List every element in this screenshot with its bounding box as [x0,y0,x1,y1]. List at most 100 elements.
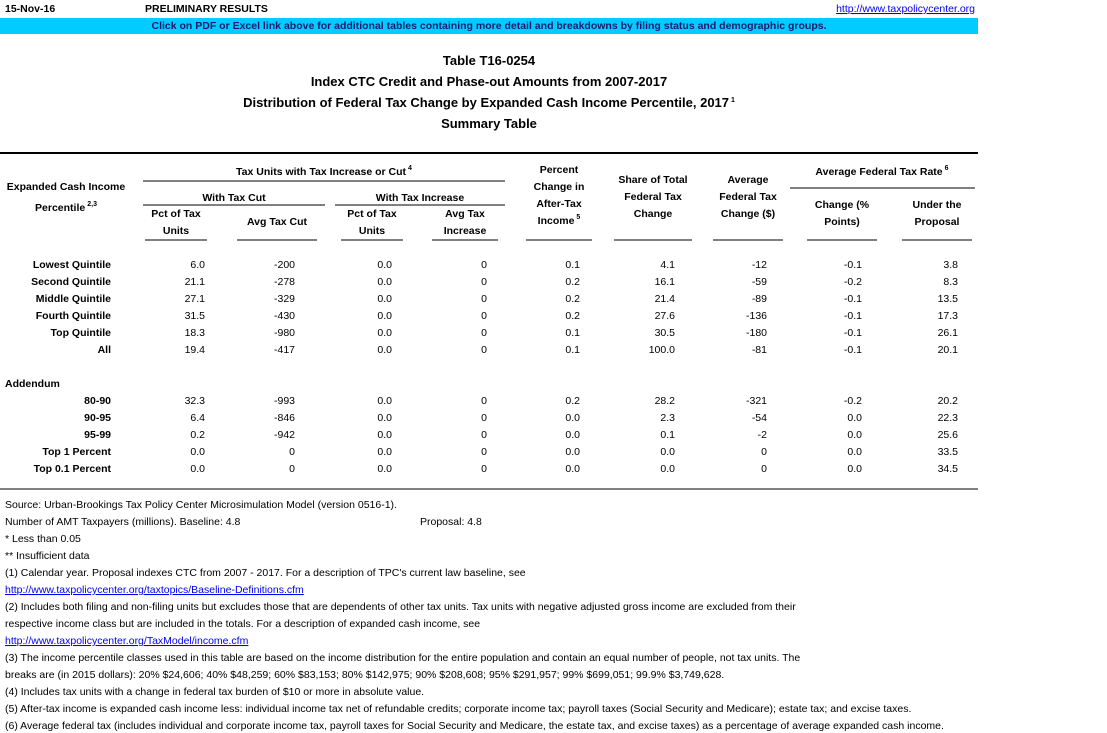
cell: 0.1 [565,327,580,339]
cell-text: 34.5 [938,463,959,475]
cell-text: 0.0 [377,395,392,407]
cell: 19.4 [185,344,206,356]
cell: 0.0 [377,463,392,475]
cell-text: 0.0 [377,293,392,305]
title-line-text: Summary Table [441,116,537,131]
group-header-text: Average Federal Tax Rate [815,166,942,178]
addendum-label-text: Addendum [5,378,60,390]
cell: 27.6 [655,310,676,322]
column-header-text: Change [634,208,673,220]
row-label: 80-90 [84,395,111,407]
row-label-text: 90-95 [84,412,111,424]
cell-text: -180 [746,327,767,339]
cell: 0.0 [377,395,392,407]
cell-text: 19.4 [185,344,206,356]
cell: 28.2 [655,395,676,407]
cell-text: -980 [274,327,295,339]
cell-text: 17.3 [938,310,959,322]
cell: 2.3 [660,412,675,424]
cell-text: 0.1 [565,259,580,271]
cell: -12 [752,259,767,271]
row-label-text: Fourth Quintile [36,310,111,322]
cell: -180 [746,327,767,339]
column-header: Pct of Tax [151,208,201,220]
cell: 20.2 [938,395,959,407]
title-line: Index CTC Credit and Phase-out Amounts f… [311,74,667,89]
cell-text: 0.0 [190,446,205,458]
cell: 27.1 [185,293,206,305]
cell: 8.3 [943,276,958,288]
column-header: Change ($) [721,208,775,220]
cell-text: 0.0 [377,463,392,475]
cell: 18.3 [185,327,206,339]
cell: 0.0 [377,259,392,271]
cell: 16.1 [655,276,676,288]
column-header: Units [359,225,385,237]
cell-text: 6.0 [190,259,205,271]
cell: 0.0 [377,344,392,356]
row-label-text: 95-99 [84,429,111,441]
cell: 31.5 [185,310,206,322]
column-header: Change (% [815,199,870,211]
cell: 0.1 [660,429,675,441]
cell: 0 [481,412,487,424]
cell: -430 [274,310,295,322]
cell-text: 22.3 [938,412,959,424]
row-label: 95-99 [84,429,111,441]
cell: 0.2 [565,395,580,407]
note: (5) After-tax income is expanded cash in… [5,703,911,715]
cell: 0.0 [377,446,392,458]
cell: 0.0 [377,327,392,339]
addendum-label: Addendum [5,378,60,390]
cell: 34.5 [938,463,959,475]
cell: 0.0 [847,429,862,441]
cell: 0.0 [377,412,392,424]
cell-text: 28.2 [655,395,676,407]
row-label: Fourth Quintile [36,310,111,322]
cell-text: 0 [289,446,295,458]
cell-text: -200 [274,259,295,271]
column-header: Units [163,225,189,237]
cell: -200 [274,259,295,271]
note-text: respective income class but are included… [5,618,480,630]
cell: -54 [752,412,767,424]
note: (6) Average federal tax (includes indivi… [5,720,944,732]
cell-text: 0.0 [660,463,675,475]
column-header-text: Avg Tax [445,208,485,220]
cell-text: 0.0 [377,412,392,424]
cell-text: 0 [481,327,487,339]
cell: -59 [752,276,767,288]
cell: -0.1 [844,259,862,271]
row-label: Second Quintile [31,276,111,288]
cell: 0 [481,446,487,458]
cell-text: 0.0 [377,327,392,339]
cell-text: 8.3 [943,276,958,288]
column-header: Avg Tax Cut [247,216,308,228]
group-header: Tax Units with Tax Increase or Cut 4 [236,165,412,178]
group-header-text: Tax Units with Tax Increase or Cut [236,166,406,178]
cell-text: 0.0 [190,463,205,475]
superscript: 5 [576,214,580,221]
note: respective income class but are included… [5,618,480,630]
cell-text: 4.1 [660,259,675,271]
cell-text: 0.0 [565,446,580,458]
note: * Less than 0.05 [5,533,81,545]
column-header: Share of Total [618,174,687,186]
note-text: * Less than 0.05 [5,533,81,545]
cell-text: 3.8 [943,259,958,271]
column-header-text: Increase [444,225,487,237]
cell-text: 27.1 [185,293,206,305]
stub-header-text: Expanded Cash Income [7,181,126,193]
subgroup-header-text: With Tax Cut [202,192,266,204]
cell: -278 [274,276,295,288]
cell-text: 21.4 [655,293,676,305]
cell: -2 [758,429,767,441]
cell: 0.2 [190,429,205,441]
cell: 33.5 [938,446,959,458]
cell-text: 0 [289,463,295,475]
cell: 0.0 [190,463,205,475]
cell: -942 [274,429,295,441]
note-text: (1) Calendar year. Proposal indexes CTC … [5,567,526,579]
cell: 0 [481,395,487,407]
